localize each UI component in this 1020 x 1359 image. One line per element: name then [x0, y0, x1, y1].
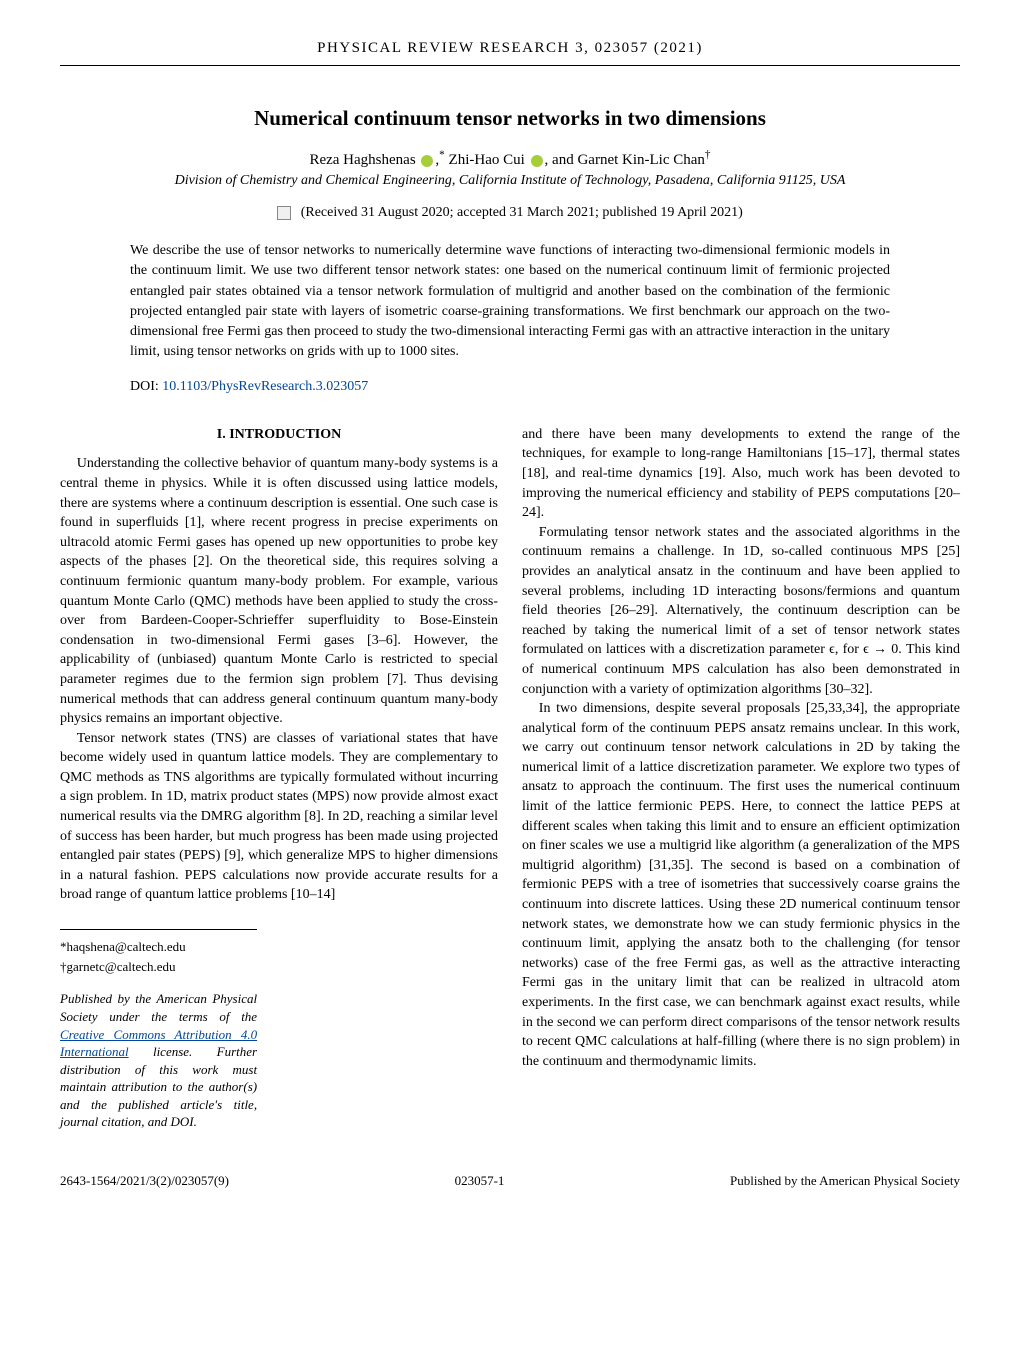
- publication-dates: (Received 31 August 2020; accepted 31 Ma…: [60, 205, 960, 221]
- check-updates-icon[interactable]: [277, 206, 291, 220]
- journal-header: PHYSICAL REVIEW RESEARCH 3, 023057 (2021…: [60, 40, 960, 66]
- dates-text: (Received 31 August 2020; accepted 31 Ma…: [301, 205, 743, 220]
- section-heading: I. INTRODUCTION: [60, 425, 498, 445]
- footnote: †garnetc@caltech.edu: [60, 958, 257, 976]
- footnotes: *haqshena@caltech.edu †garnetc@caltech.e…: [60, 929, 257, 1131]
- license-link[interactable]: Creative Commons Attribution 4.0 Interna…: [60, 1027, 257, 1060]
- doi-link[interactable]: 10.1103/PhysRevResearch.3.023057: [162, 379, 368, 394]
- abstract: We describe the use of tensor networks t…: [130, 241, 890, 363]
- paper-title: Numerical continuum tensor networks in t…: [60, 106, 960, 131]
- orcid-icon: [421, 155, 433, 167]
- authors: Reza Haghshenas ,* Zhi-Hao Cui , and Gar…: [60, 149, 960, 169]
- footer-center: 023057-1: [455, 1173, 505, 1189]
- affiliation: Division of Chemistry and Chemical Engin…: [60, 173, 960, 189]
- paragraph: and there have been many developments to…: [522, 425, 960, 523]
- license-text: Published by the American Physical Socie…: [60, 990, 257, 1130]
- paragraph: Formulating tensor network states and th…: [522, 523, 960, 699]
- right-column: and there have been many developments to…: [522, 425, 960, 1133]
- footer-left: 2643-1564/2021/3(2)/023057(9): [60, 1173, 229, 1189]
- doi-label: DOI:: [130, 379, 162, 394]
- paragraph: Understanding the collective behavior of…: [60, 454, 498, 728]
- left-column: I. INTRODUCTION Understanding the collec…: [60, 425, 498, 1133]
- body-columns: I. INTRODUCTION Understanding the collec…: [60, 425, 960, 1133]
- paragraph: In two dimensions, despite several propo…: [522, 699, 960, 1071]
- footnote: *haqshena@caltech.edu: [60, 938, 257, 956]
- doi: DOI: 10.1103/PhysRevResearch.3.023057: [130, 379, 890, 395]
- page-footer: 2643-1564/2021/3(2)/023057(9) 023057-1 P…: [60, 1173, 960, 1189]
- orcid-icon: [531, 155, 543, 167]
- footer-right: Published by the American Physical Socie…: [730, 1173, 960, 1189]
- paragraph: Tensor network states (TNS) are classes …: [60, 729, 498, 905]
